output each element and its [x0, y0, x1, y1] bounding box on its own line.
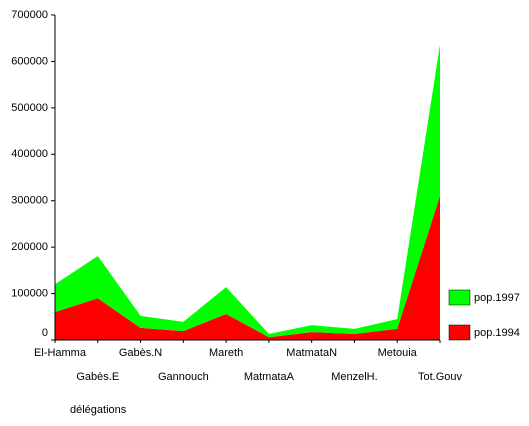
x-tick-label: MatmataN — [286, 347, 337, 359]
x-tick-label: Gannouch — [158, 371, 209, 383]
x-axis-label: délégations — [70, 404, 127, 416]
x-tick-label: Tot.Gouv — [418, 371, 463, 383]
legend-swatch — [448, 289, 471, 306]
x-tick-label: El-Hamma — [34, 347, 87, 359]
legend-swatch — [448, 324, 471, 341]
y-tick-label: 700000 — [11, 9, 48, 21]
area — [55, 196, 440, 340]
y-tick-label: 100000 — [11, 287, 48, 299]
y-tick-label: 400000 — [11, 148, 48, 160]
x-tick-label: Mareth — [209, 347, 243, 359]
y-tick-label: 200000 — [11, 241, 48, 253]
y-tick-label: 500000 — [11, 102, 48, 114]
x-tick-label: Gabès.N — [119, 347, 162, 359]
y-tick-label: 600000 — [11, 55, 48, 67]
x-tick-label: MatmataA — [244, 371, 295, 383]
x-tick-label: MenzelH. — [331, 371, 377, 383]
y-tick-label: 300000 — [11, 195, 48, 207]
legend-label: pop.1997 — [474, 292, 520, 304]
x-tick-label: Gabès.E — [76, 371, 119, 383]
y-tick-label: 0 — [42, 327, 48, 339]
area — [55, 44, 440, 338]
x-tick-label: Metouia — [378, 347, 418, 359]
legend-label: pop.1994 — [474, 327, 520, 339]
